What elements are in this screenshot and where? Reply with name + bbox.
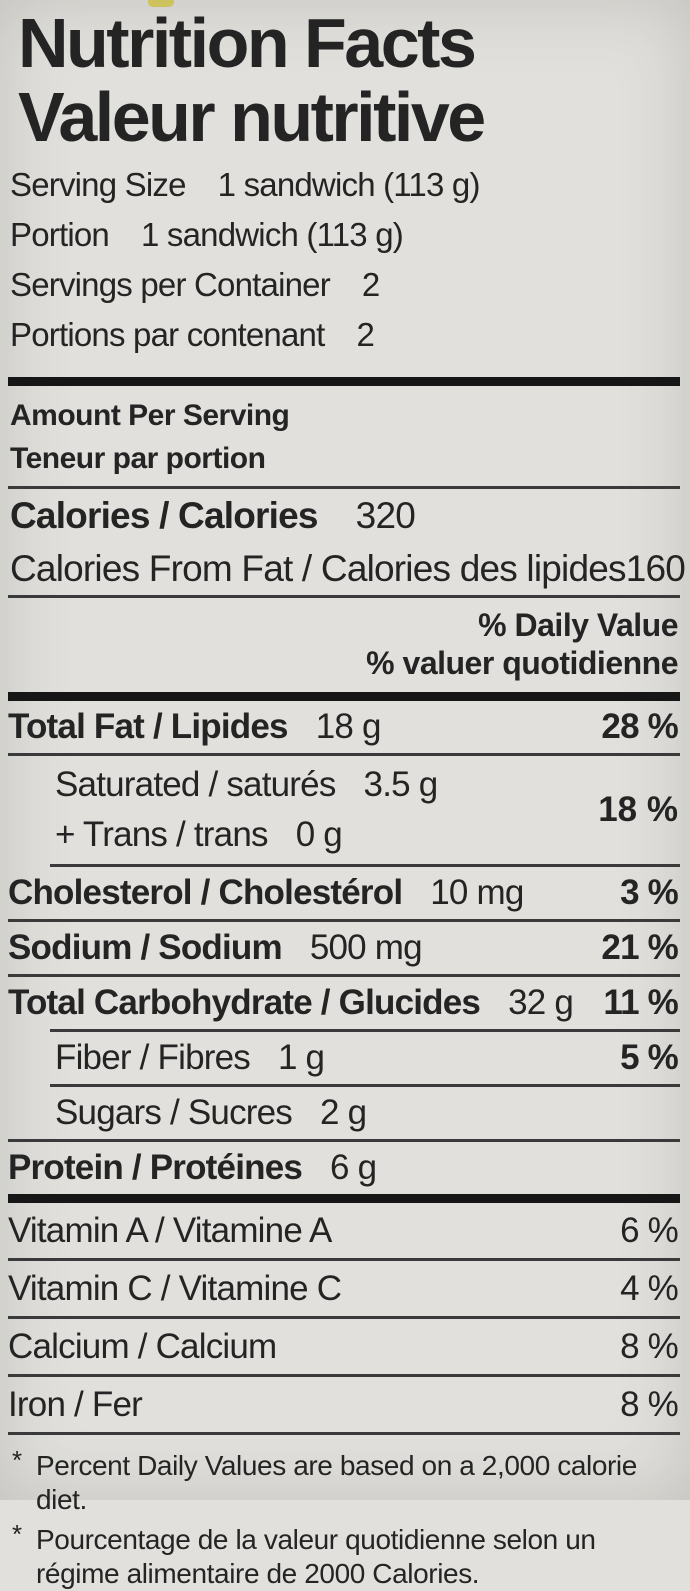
sugars-row: Sugars / Sucres 2 g (0, 1087, 690, 1139)
thin-divider (8, 1258, 680, 1261)
thick-divider-bar (8, 377, 680, 386)
amount-per-serving-section: Amount Per Serving Teneur par portion (0, 386, 690, 486)
total-carbohydrate-daily-value: 11 % (603, 983, 678, 1022)
thin-divider (8, 919, 680, 922)
cholesterol-label: Cholesterol / Cholestérol (8, 873, 403, 912)
asterisk-marker: * (12, 1445, 22, 1475)
footnotes-section: * Percent Daily Values are based on a 2,0… (0, 1435, 690, 1591)
saturated-fat-quantity: 3.5 g (363, 765, 439, 804)
footnote-french-text: Pourcentage de la valeur quotidienne sel… (36, 1524, 596, 1589)
servings-per-container-row: Servings per Container 2 (10, 260, 678, 310)
portion-value: 1 sandwich (113 g) (140, 216, 404, 253)
trans-fat-quantity: 0 g (295, 815, 343, 854)
fiber-quantity: 1 g (277, 1038, 325, 1077)
thick-divider-bar (8, 692, 680, 701)
thick-divider-bar (8, 1194, 680, 1203)
sugars-quantity: 2 g (320, 1093, 367, 1132)
calcium-daily-value: 8 % (620, 1327, 679, 1366)
fiber-daily-value: 5 % (620, 1038, 679, 1077)
total-fat-row: Total Fat / Lipides 18 g 28 % (0, 701, 690, 753)
title-french: Valeur nutritive (18, 78, 486, 156)
thin-divider (8, 595, 680, 598)
total-carbohydrate-quantity: 32 g (508, 983, 574, 1022)
portions-par-contenant-row: Portions par contenant 2 (10, 310, 678, 360)
calories-row: Calories / Calories 320 (0, 489, 690, 542)
portion-row: Portion 1 sandwich (113 g) (10, 210, 678, 260)
vitamin-a-daily-value: 6 % (620, 1211, 679, 1250)
footnote-french: * Pourcentage de la valeur quotidienne se… (6, 1517, 676, 1591)
portions-par-contenant-value: 2 (356, 316, 375, 353)
saturated-trans-lines: Saturated / saturés 3.5 g + Trans / tran… (8, 760, 598, 860)
thin-divider (8, 1374, 680, 1377)
protein-quantity: 6 g (330, 1148, 377, 1187)
iron-daily-value: 8 % (620, 1385, 679, 1424)
saturated-trans-group: Saturated / saturés 3.5 g + Trans / tran… (0, 756, 690, 864)
cholesterol-quantity: 10 mg (430, 873, 524, 912)
saturated-fat-label: Saturated / saturés (55, 765, 336, 804)
thin-divider (8, 974, 680, 977)
sugars-label: Sugars / Sucres (55, 1093, 293, 1132)
sodium-daily-value: 21 % (601, 928, 678, 967)
calories-value: 320 (355, 495, 416, 536)
vitamin-a-row: Vitamin A / Vitamine A 6 % (0, 1203, 690, 1258)
footnote-english: * Percent Daily Values are based on a 2,0… (6, 1443, 676, 1517)
fiber-row: Fiber / Fibres 1 g 5 % (0, 1032, 690, 1084)
daily-value-header-en: % Daily Value (478, 607, 678, 643)
serving-info-section: Serving Size 1 sandwich (113 g) Portion … (0, 154, 690, 360)
total-fat-daily-value: 28 % (601, 707, 678, 746)
trans-fat-label: + Trans / trans (55, 815, 268, 854)
vitamin-c-label: Vitamin C / Vitamine C (8, 1269, 342, 1308)
serving-size-value: 1 sandwich (113 g) (217, 166, 481, 203)
calories-label: Calories / Calories (10, 495, 318, 536)
sodium-row: Sodium / Sodium 500 mg 21 % (0, 922, 690, 974)
iron-label: Iron / Fer (8, 1385, 143, 1424)
cholesterol-row: Cholesterol / Cholestérol 10 mg 3 % (0, 867, 690, 919)
title-english: Nutrition Facts (18, 4, 477, 82)
footnote-english-text: Percent Daily Values are based on a 2,00… (36, 1450, 637, 1515)
cholesterol-daily-value: 3 % (620, 873, 679, 912)
calories-from-fat-row: Calories From Fat / Calories des lipides… (0, 542, 690, 595)
amount-per-serving-fr: Teneur par portion (10, 442, 266, 475)
saturated-fat-row: Saturated / saturés 3.5 g (8, 760, 598, 810)
asterisk-marker: * (12, 1519, 22, 1549)
portion-label: Portion (10, 216, 110, 253)
thin-divider (8, 1432, 680, 1435)
fiber-label: Fiber / Fibres (55, 1038, 251, 1077)
total-fat-quantity: 18 g (315, 707, 382, 746)
protein-label: Protein / Protéines (8, 1148, 303, 1187)
thin-divider (8, 486, 680, 489)
thin-divider-indented (50, 1084, 680, 1087)
calories-from-fat-value: 160 (625, 548, 686, 589)
calcium-row: Calcium / Calcium 8 % (0, 1319, 690, 1374)
iron-row: Iron / Fer 8 % (0, 1377, 690, 1432)
calcium-label: Calcium / Calcium (8, 1327, 277, 1366)
saturated-trans-daily-value: 18 % (598, 790, 678, 829)
total-fat-label: Total Fat / Lipides (8, 707, 289, 746)
thin-divider-indented (50, 1029, 680, 1032)
portions-par-contenant-label: Portions par contenant (10, 316, 325, 353)
thin-divider (8, 1139, 680, 1142)
serving-size-row: Serving Size 1 sandwich (113 g) (10, 160, 678, 210)
sodium-quantity: 500 mg (309, 928, 423, 967)
vitamin-a-label: Vitamin A / Vitamine A (8, 1211, 332, 1250)
servings-per-container-label: Servings per Container (10, 266, 331, 303)
amount-per-serving-en: Amount Per Serving (10, 399, 290, 432)
serving-size-label: Serving Size (10, 166, 186, 203)
calories-from-fat-label: Calories From Fat / Calories des lipides (10, 548, 627, 589)
thin-divider (8, 753, 680, 756)
vitamin-c-daily-value: 4 % (620, 1269, 679, 1308)
servings-per-container-value: 2 (361, 266, 380, 303)
label-blemish (148, 0, 174, 7)
total-carbohydrate-label: Total Carbohydrate / Glucides (8, 983, 481, 1022)
sodium-label: Sodium / Sodium (8, 928, 283, 967)
total-carbohydrate-row: Total Carbohydrate / Glucides 32 g 11 % (0, 977, 690, 1029)
daily-value-header: % Daily Value % valuer quotidienne (0, 598, 690, 692)
daily-value-header-fr: % valuer quotidienne (366, 645, 678, 681)
trans-fat-row: + Trans / trans 0 g (8, 810, 598, 860)
thin-divider (8, 1316, 680, 1319)
protein-row: Protein / Protéines 6 g (0, 1142, 690, 1194)
vitamin-c-row: Vitamin C / Vitamine C 4 % (0, 1261, 690, 1316)
thin-divider-indented (50, 864, 680, 867)
